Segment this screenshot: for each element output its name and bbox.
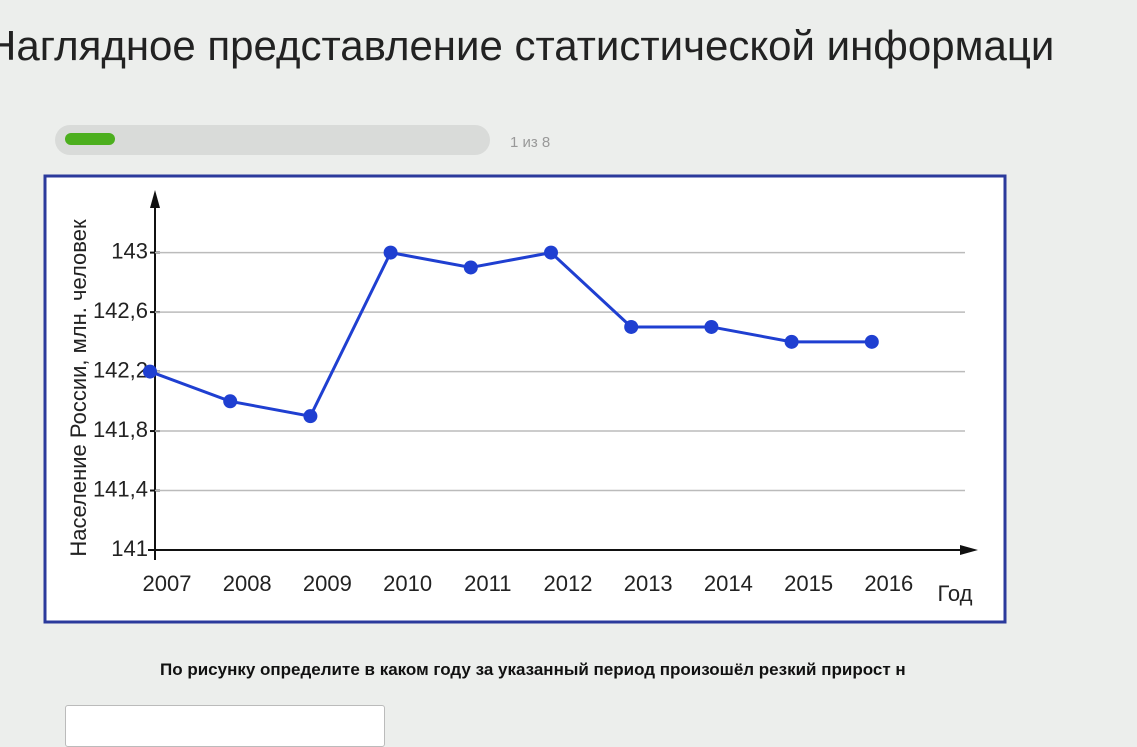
x-tick-label: 2008	[223, 571, 272, 596]
y-tick-label: 141,4	[93, 476, 148, 501]
chart-frame	[43, 174, 1007, 624]
question: По рисунку определите в каком году за ук…	[160, 660, 906, 679]
x-arrow	[960, 545, 978, 555]
data-point	[704, 319, 719, 334]
chart: Население России, млн. человек Год 141 14…	[43, 174, 1007, 624]
y-arrow	[150, 190, 160, 208]
page: Наглядное представление статистической и…	[0, 22, 1055, 747]
y-tick-label: 143	[111, 238, 148, 263]
data-point	[784, 334, 799, 349]
x-tick-label: 2011	[464, 571, 511, 596]
answer-input[interactable]	[65, 705, 385, 747]
data-point	[463, 260, 478, 275]
x-tick-label: 2010	[383, 571, 432, 596]
x-tick-label: 2007	[143, 571, 192, 596]
progress-label: 1 из 8	[510, 134, 551, 151]
data-point	[864, 334, 879, 349]
data-point	[303, 409, 318, 424]
y-tick-label: 142,6	[93, 298, 148, 323]
y-tick-label: 141,8	[93, 417, 148, 442]
data-point	[544, 245, 558, 260]
x-axis-label: Год	[937, 581, 972, 606]
page-title: Наглядное представление статистической и…	[0, 22, 1055, 69]
x-tick-label: 2015	[784, 571, 833, 596]
data-point	[223, 394, 238, 409]
y-tick-label: 142,2	[93, 357, 148, 382]
data-point	[383, 245, 398, 260]
x-tick-label: 2014	[704, 571, 753, 596]
progress-bar	[55, 125, 490, 155]
x-tick-label: 2013	[624, 571, 673, 596]
y-tick-label: 141	[111, 536, 148, 561]
x-tick-label: 2009	[303, 571, 352, 596]
x-tick-label: 2016	[864, 571, 913, 596]
progress-fill	[65, 133, 115, 145]
y-axis-label: Население России, млн. человек	[66, 219, 91, 557]
data-line	[149, 250, 872, 418]
x-tick-label: 2012	[544, 571, 593, 596]
data-point	[143, 364, 157, 379]
data-point	[624, 319, 639, 334]
